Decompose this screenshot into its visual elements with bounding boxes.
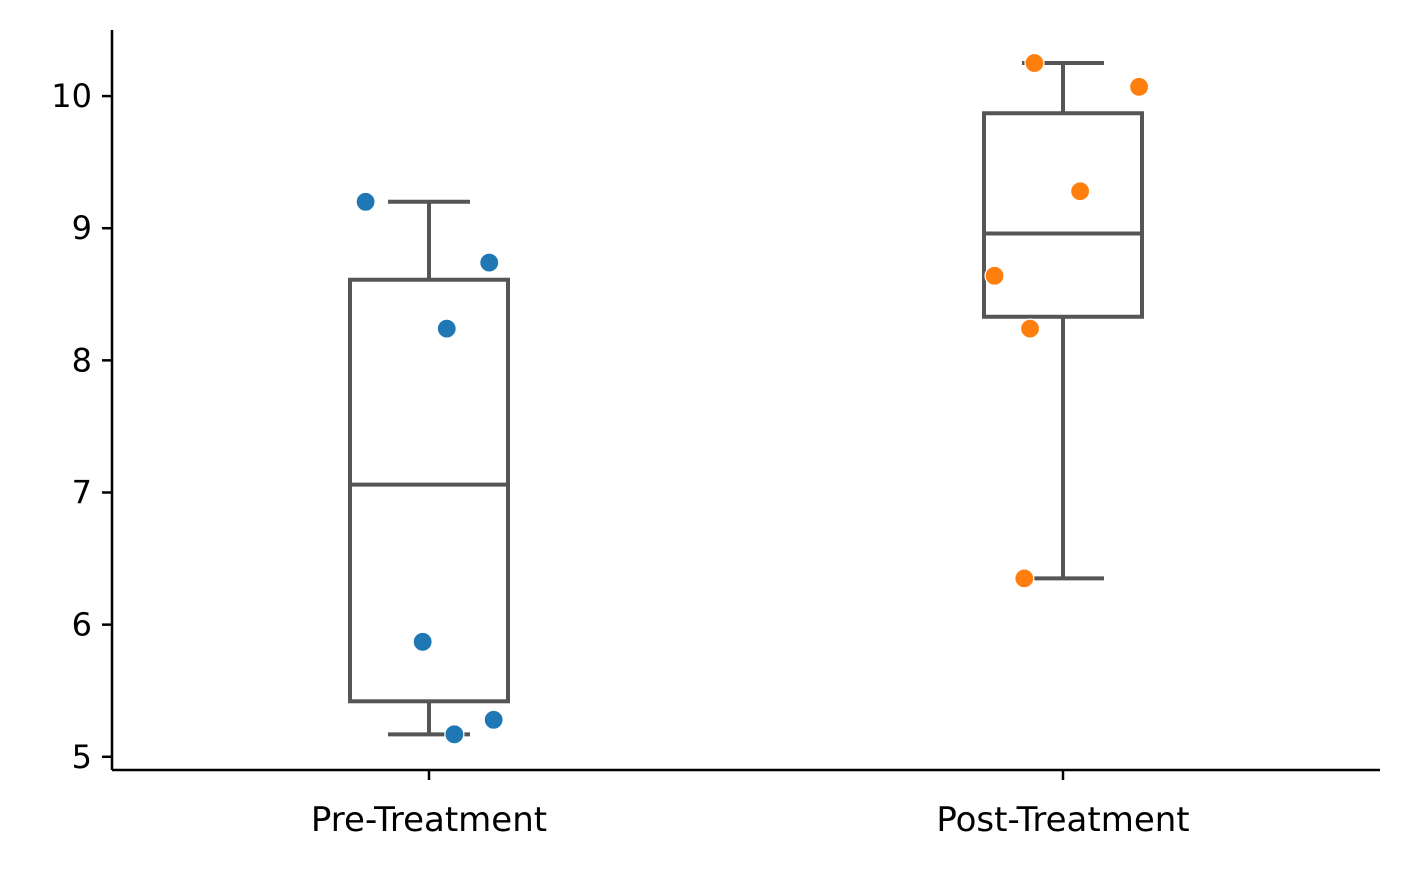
axes: 5 6 7 8 9 10 Pre-Treatment Post-Treatment [51, 30, 1380, 840]
points [355, 52, 1150, 745]
data-point [1019, 318, 1041, 339]
box-post-treatment [982, 61, 1144, 581]
y-tick-label: 8 [72, 341, 92, 379]
data-point [479, 252, 500, 273]
x-tick-label: Pre-Treatment [311, 800, 547, 840]
data-point [444, 724, 465, 745]
iqr-box [982, 111, 1144, 319]
x-tick-label: Post-Treatment [936, 800, 1189, 840]
data-point [1070, 181, 1091, 202]
data-point [412, 631, 433, 652]
data-point [984, 265, 1005, 286]
data-point [355, 191, 376, 212]
data-point [1014, 568, 1035, 589]
iqr-box [348, 277, 510, 704]
y-tick-label: 10 [51, 77, 92, 115]
y-tick-label: 5 [72, 738, 92, 776]
box-pre-treatment [348, 199, 510, 737]
data-point [1128, 76, 1150, 97]
y-tick-label: 6 [72, 606, 92, 644]
y-tick-label: 9 [72, 209, 92, 247]
boxes [348, 61, 1144, 737]
data-point [436, 318, 457, 339]
data-point [1024, 52, 1045, 74]
y-tick-label: 7 [72, 474, 92, 512]
data-point [483, 709, 504, 730]
